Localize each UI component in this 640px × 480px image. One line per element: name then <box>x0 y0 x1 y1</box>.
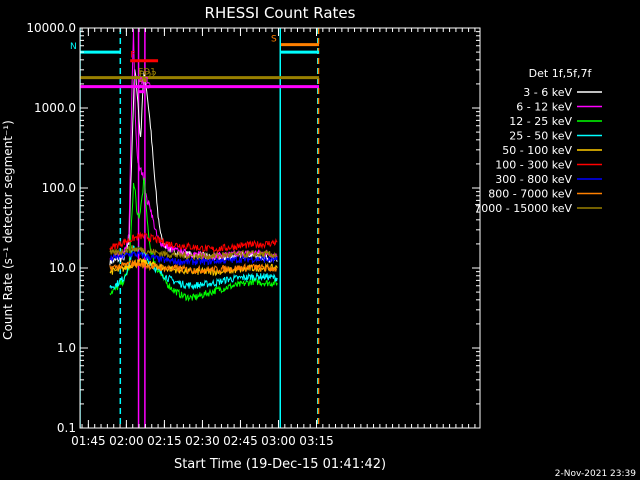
series-line-2 <box>109 177 278 303</box>
plot-content <box>80 28 320 428</box>
x-tick-label-5: 03:00 <box>261 434 296 448</box>
y-tick-label-0: 0.1 <box>57 421 76 435</box>
series-line-4 <box>109 257 278 277</box>
legend-label-0: 3 - 6 keV <box>523 86 572 99</box>
series-line-5 <box>109 231 278 254</box>
y-tick-label-3: 100.0 <box>42 181 76 195</box>
legend-label-8: 7000 - 15000 keV <box>474 202 572 215</box>
y-tick-label-2: 10.0 <box>49 261 76 275</box>
series-line-8 <box>109 244 278 261</box>
x-axis-label: Start Time (19-Dec-15 01:41:42) <box>174 457 386 472</box>
footer-timestamp: 2-Nov-2021 23:39 <box>555 469 637 479</box>
series-line-6 <box>109 250 278 266</box>
legend-label-1: 6 - 12 keV <box>516 101 572 114</box>
state-label-3: F <box>130 51 135 61</box>
state-label-1: S <box>271 35 277 45</box>
x-tick-label-0: 01:45 <box>71 434 106 448</box>
y-tick-label-1: 1.0 <box>57 341 76 355</box>
state-label-5: FD2 <box>139 71 157 81</box>
legend-title: Det 1f,5f,7f <box>529 67 593 80</box>
chart-title: RHESSI Count Rates <box>205 4 356 22</box>
y-axis-label: Count Rate (s⁻¹ detector segment⁻¹) <box>1 120 15 340</box>
x-tick-label-3: 02:30 <box>185 434 220 448</box>
y-tick-label-4: 1000.0 <box>34 101 76 115</box>
plot-frame <box>79 27 481 429</box>
y-tick-label-5: 10000.0 <box>26 21 76 35</box>
plot-area: NSFFD1FD2A0A1 <box>70 28 320 428</box>
legend-label-3: 25 - 50 keV <box>509 130 572 143</box>
legend-label-5: 100 - 300 keV <box>495 159 572 172</box>
legend-label-4: 50 - 100 keV <box>502 144 572 157</box>
state-label-4: FD1 <box>138 68 156 78</box>
legend-label-2: 12 - 25 keV <box>509 115 572 128</box>
x-tick-label-1: 02:00 <box>109 434 144 448</box>
series-line-0 <box>109 69 278 266</box>
state-label-0: N <box>70 42 77 52</box>
state-label-7: A1 <box>138 77 150 87</box>
legend-label-6: 300 - 800 keV <box>495 173 572 186</box>
x-tick-label-2: 02:15 <box>147 434 182 448</box>
x-tick-label-4: 02:45 <box>223 434 258 448</box>
legend-label-7: 800 - 7000 keV <box>488 188 572 201</box>
series-line-7 <box>109 258 278 275</box>
x-tick-label-6: 03:15 <box>299 434 334 448</box>
series-line-1 <box>109 28 278 261</box>
